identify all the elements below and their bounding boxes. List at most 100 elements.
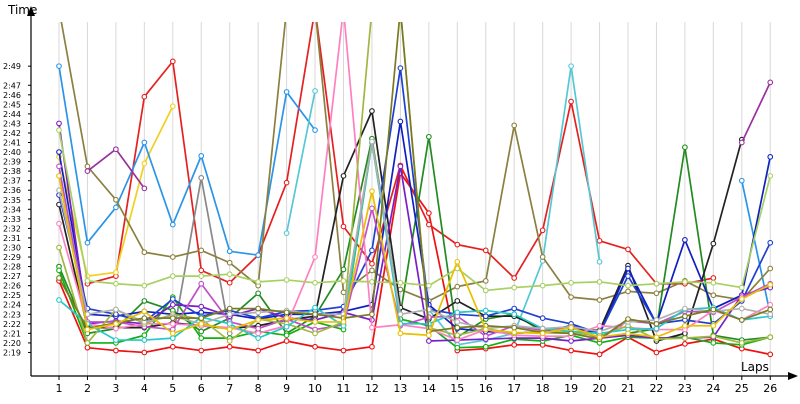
data-point (482, 343, 489, 350)
data-point (141, 349, 148, 356)
data-point (596, 322, 603, 329)
data-point (369, 247, 375, 254)
x-tick-label: 25 (735, 382, 749, 395)
data-point (255, 347, 261, 354)
series-layer (56, 7, 774, 358)
y-axis-arrow (27, 6, 35, 16)
data-point (682, 144, 688, 151)
series-17 (56, 120, 774, 344)
data-point (141, 139, 148, 146)
data-point (340, 266, 347, 273)
y-tick-label: 2:19 (3, 348, 21, 357)
data-point (511, 284, 518, 291)
data-point (625, 330, 631, 337)
x-tick-label: 5 (169, 382, 176, 395)
data-point (226, 311, 233, 318)
data-point (141, 332, 148, 339)
data-point (767, 265, 774, 272)
data-point (340, 173, 347, 179)
data-point (767, 334, 774, 341)
data-point (283, 338, 290, 344)
data-point (198, 247, 205, 254)
data-point (84, 340, 91, 346)
series-26 (56, 22, 774, 342)
data-point (141, 315, 148, 321)
data-point (56, 275, 62, 281)
data-point (312, 279, 318, 286)
data-point (113, 320, 119, 327)
data-point (198, 347, 205, 354)
data-point (369, 267, 375, 274)
data-point (625, 316, 631, 322)
data-point (113, 325, 119, 332)
data-point (169, 58, 176, 65)
data-point (141, 185, 148, 192)
data-point (511, 329, 518, 336)
data-point (283, 179, 290, 186)
data-point (312, 254, 318, 260)
data-point (738, 177, 745, 184)
data-point (369, 343, 375, 350)
data-point (482, 247, 489, 254)
data-point (283, 309, 290, 316)
data-point (198, 335, 205, 341)
data-point (454, 319, 461, 325)
data-point (340, 319, 347, 325)
data-point (568, 294, 574, 300)
data-point (255, 330, 261, 337)
x-tick-label: 10 (308, 382, 322, 395)
data-point (283, 89, 290, 95)
x-tick-label: 22 (649, 382, 663, 395)
series-9 (60, 22, 774, 304)
series-line (58, 129, 772, 292)
data-point (625, 273, 631, 279)
data-point (767, 79, 774, 86)
series-line (58, 66, 316, 256)
data-point (397, 330, 404, 337)
y-tick-label: 2:20 (3, 339, 21, 348)
data-point (682, 305, 688, 312)
data-point (84, 163, 91, 170)
data-point (226, 338, 233, 344)
data-point (341, 7, 346, 12)
data-point (710, 279, 717, 286)
data-point (568, 98, 574, 105)
y-tick-label: 2:35 (3, 196, 21, 205)
series-18 (84, 79, 774, 192)
x-tick-label: 14 (422, 382, 436, 395)
data-point (568, 63, 574, 70)
data-point (141, 160, 148, 167)
data-point (141, 249, 148, 256)
data-point (625, 246, 631, 253)
data-point (682, 341, 688, 347)
data-point (369, 324, 375, 331)
data-point (710, 333, 717, 340)
data-point (141, 282, 148, 289)
x-tick-label: 15 (450, 382, 464, 395)
data-point (454, 283, 461, 290)
data-point (226, 259, 233, 266)
data-point (113, 146, 119, 153)
data-point (767, 173, 774, 179)
data-point (56, 120, 62, 127)
data-point (426, 282, 432, 289)
data-point (454, 324, 461, 331)
data-point (56, 63, 62, 70)
data-point (710, 322, 717, 329)
data-point (397, 65, 404, 71)
data-point (369, 260, 375, 267)
data-point (426, 338, 432, 344)
data-point (482, 333, 489, 340)
data-point (141, 93, 148, 100)
y-tick-label: 2:21 (3, 329, 21, 338)
data-point (682, 313, 688, 320)
series-line (285, 90, 316, 234)
data-point (84, 168, 91, 174)
data-point (369, 311, 375, 318)
data-point (226, 320, 233, 327)
data-point (767, 306, 774, 313)
data-point (397, 118, 404, 125)
data-point (369, 108, 375, 114)
data-point (682, 322, 688, 329)
data-point (454, 298, 461, 304)
